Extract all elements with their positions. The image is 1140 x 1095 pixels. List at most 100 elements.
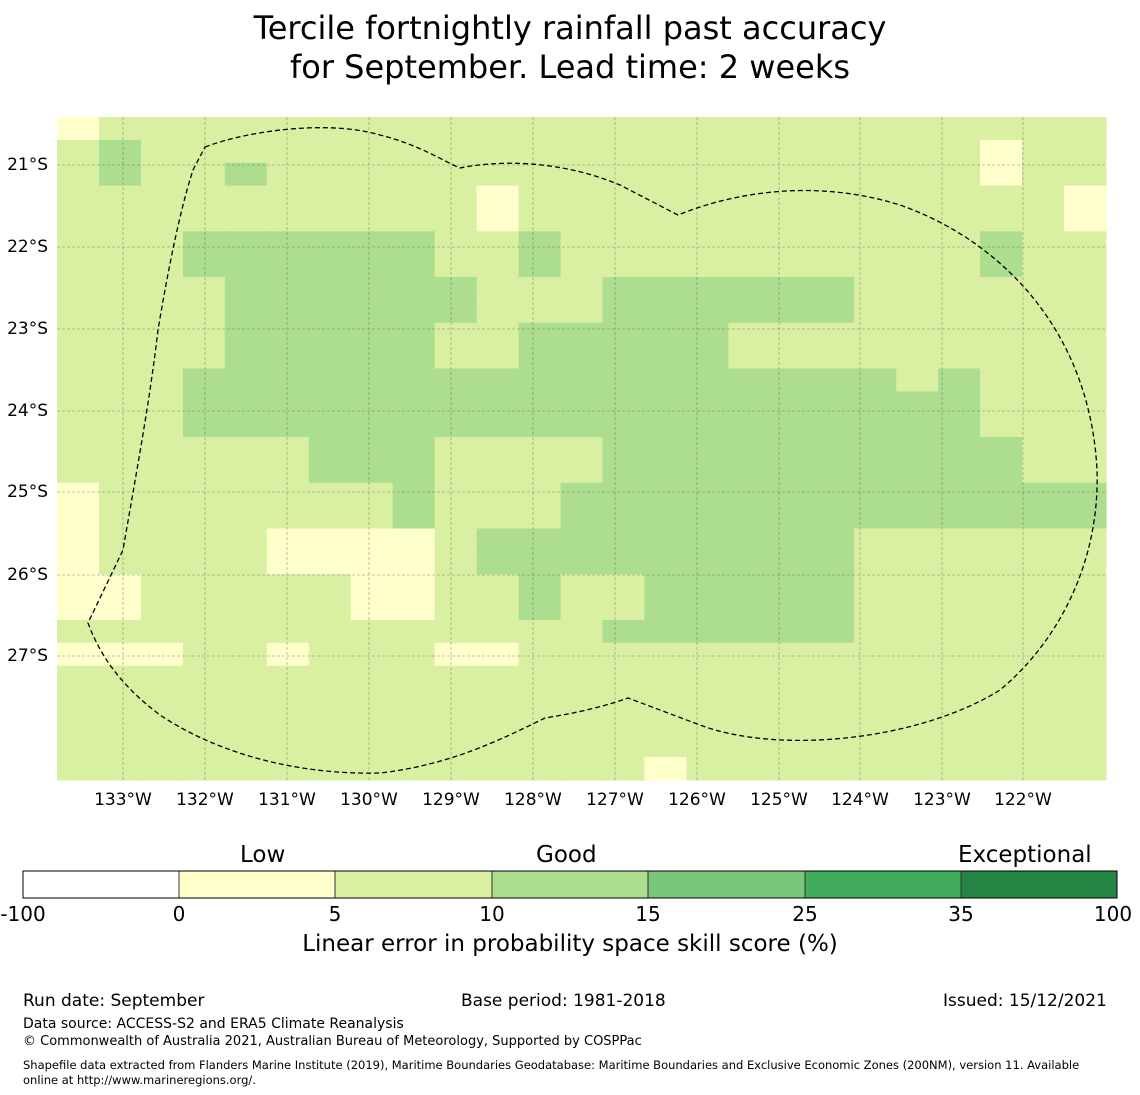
- grid-cell: [224, 597, 268, 621]
- grid-cell: [350, 642, 394, 667]
- colorbar-tick-label: -100: [0, 902, 46, 926]
- grid-cell: [686, 139, 729, 164]
- grid-cell: [392, 597, 436, 621]
- grid-cell: [602, 459, 646, 484]
- grid-cell: [57, 734, 100, 758]
- grid-cell: [98, 642, 142, 667]
- grid-cell: [140, 551, 184, 575]
- grid-cell: [434, 665, 478, 690]
- grid-cell: [728, 642, 771, 667]
- grid-cell: [518, 414, 562, 438]
- grid-cell: [938, 597, 981, 621]
- grid-cell: [602, 619, 646, 644]
- grid-cell: [434, 391, 478, 415]
- grid-cell: [1022, 619, 1065, 644]
- grid-cell: [224, 414, 268, 438]
- grid-cell: [140, 391, 184, 415]
- grid-cell: [686, 574, 729, 598]
- grid-cell: [770, 665, 813, 690]
- colorbar-tick-label: 5: [328, 902, 342, 926]
- grid-cell: [476, 139, 520, 164]
- grid-cell: [224, 619, 268, 644]
- grid-cell: [854, 277, 897, 301]
- grid-cell: [98, 345, 142, 370]
- grid-cell: [140, 231, 184, 255]
- grid-cell: [434, 231, 478, 255]
- grid-cell: [476, 437, 520, 461]
- colorbar-tick-label: 25: [792, 902, 818, 926]
- grid-cell: [140, 574, 184, 598]
- grid-cell: [980, 162, 1023, 187]
- lon-label: 123°W: [913, 790, 971, 810]
- colorbar-segment: [492, 871, 648, 898]
- lat-label: 24°S: [7, 401, 48, 421]
- grid-cell: [812, 619, 855, 644]
- grid-cell: [476, 688, 520, 713]
- grid-cell: [476, 642, 520, 667]
- grid-cell: [770, 117, 813, 141]
- grid-cell: [938, 117, 981, 141]
- grid-cell: [602, 437, 646, 461]
- grid-cell: [980, 482, 1023, 507]
- grid-cell: [812, 139, 855, 164]
- grid-cell: [476, 322, 520, 347]
- grid-cell: [728, 688, 771, 713]
- grid-cell: [560, 345, 604, 370]
- grid-cell: [57, 231, 100, 255]
- grid-cell: [770, 688, 813, 713]
- grid-cell: [392, 528, 436, 552]
- grid-cell: [57, 459, 100, 484]
- grid-cell: [266, 254, 310, 278]
- grid-cell: [896, 711, 939, 735]
- grid-cell: [980, 574, 1023, 598]
- grid-cell: [434, 734, 478, 758]
- grid-cell: [980, 117, 1023, 141]
- grid-cell: [350, 117, 394, 141]
- grid-cell: [518, 757, 562, 781]
- grid-cell: [140, 414, 184, 438]
- grid-cell: [476, 162, 520, 187]
- grid-cell: [896, 528, 939, 552]
- grid-cell: [182, 345, 226, 370]
- grid-cell: [1022, 551, 1065, 575]
- grid-cell: [57, 528, 100, 552]
- grid-cell: [140, 117, 184, 141]
- grid-cell: [686, 757, 729, 781]
- grid-cell: [812, 345, 855, 370]
- grid-cell: [728, 505, 771, 530]
- skill-grid: [57, 117, 1107, 781]
- grid-cell: [98, 597, 142, 621]
- grid-cell: [266, 619, 310, 644]
- grid-cell: [224, 574, 268, 598]
- grid-cell: [518, 551, 562, 575]
- grid-cell: [518, 665, 562, 690]
- grid-cell: [938, 505, 981, 530]
- grid-cell: [728, 482, 771, 507]
- grid-cell: [1064, 254, 1107, 278]
- grid-cell: [854, 482, 897, 507]
- grid-cell: [518, 642, 562, 667]
- grid-cell: [560, 459, 604, 484]
- grid-cell: [518, 254, 562, 278]
- grid-cell: [770, 322, 813, 347]
- grid-cell: [686, 208, 729, 232]
- grid-cell: [812, 437, 855, 461]
- grid-cell: [938, 574, 981, 598]
- grid-cell: [602, 757, 646, 781]
- grid-cell: [560, 528, 604, 552]
- grid-cell: [644, 551, 687, 575]
- grid-cell: [182, 711, 226, 735]
- grid-cell: [98, 619, 142, 644]
- grid-cell: [98, 185, 142, 210]
- lon-label: 125°W: [750, 790, 808, 810]
- grid-cell: [518, 117, 562, 141]
- grid-cell: [476, 597, 520, 621]
- grid-cell: [266, 711, 310, 735]
- grid-cell: [560, 482, 604, 507]
- grid-cell: [308, 208, 352, 232]
- grid-cell: [644, 231, 687, 255]
- grid-cell: [182, 665, 226, 690]
- grid-cell: [896, 459, 939, 484]
- lon-label: 132°W: [176, 790, 234, 810]
- grid-cell: [182, 757, 226, 781]
